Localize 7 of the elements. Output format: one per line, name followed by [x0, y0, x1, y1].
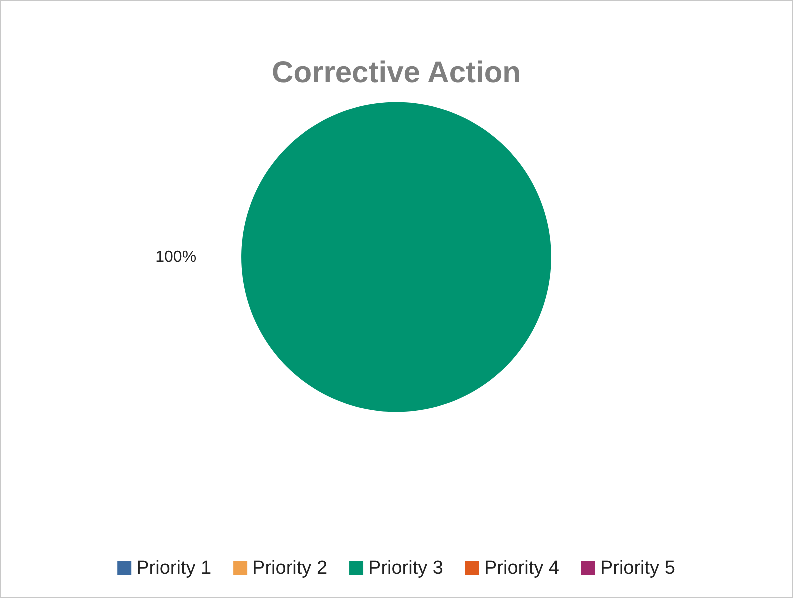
data-label: 100%	[156, 248, 197, 266]
legend-label: Priority 3	[368, 558, 444, 579]
legend-label: Priority 1	[136, 558, 212, 579]
legend-label: Priority 5	[600, 558, 676, 579]
chart-title: Corrective Action	[272, 56, 521, 90]
legend-label: Priority 2	[252, 558, 328, 579]
legend-label: Priority 4	[484, 558, 560, 579]
